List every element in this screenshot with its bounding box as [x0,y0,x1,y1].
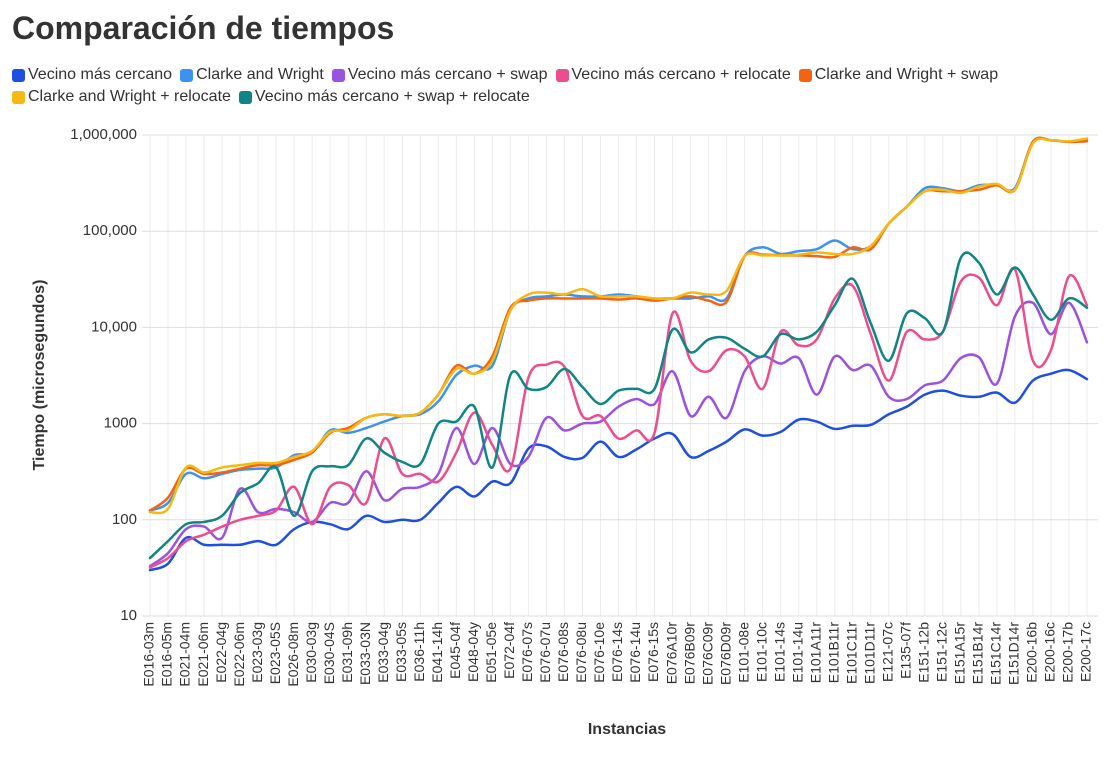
x-tick-label: E151B14r [970,622,986,685]
legend-item[interactable]: Clarke and Wright + swap [798,66,999,84]
x-tick-label: E076B09r [681,622,697,685]
x-tick-label: E076C09r [699,622,715,685]
legend-swatch [555,68,569,82]
x-tick-label: E076D09r [717,622,733,685]
x-tick-label: E076-14u [627,622,643,683]
legend-label: Vecino más cercano + swap + relocate [254,88,530,105]
legend-item[interactable]: Vecino más cercano [12,66,172,84]
x-tick-label: E121-07c [879,622,895,682]
x-tick-label: E101B11r [825,622,841,684]
x-tick-label: E023-03g [249,622,265,683]
x-tick-label: E151C14r [988,622,1004,685]
series-line [148,368,1089,572]
x-tick-label: E076-10e [591,622,607,683]
x-axis-label: Instancias [588,721,666,738]
x-tick-label: E030-03g [303,622,319,683]
legend-swatch [331,68,345,82]
x-tick-label: E101D11r [861,622,877,684]
x-tick-label: E076-07s [519,622,535,682]
x-tick-label: E076A10r [663,622,679,685]
x-tick-label: E101-14u [789,622,805,683]
x-tick-label: E036-11h [411,622,427,682]
series-line [148,137,1089,515]
x-tick-label: E200-16c [1042,622,1058,682]
y-tick-label: 100,000 [83,222,137,239]
x-tick-label: E051-05e [483,622,499,683]
series-line [148,251,1089,560]
x-tick-label: E026-08m [285,622,301,687]
legend-swatch [238,90,252,104]
x-tick-label: E200-16b [1024,622,1040,683]
legend-item[interactable]: Clarke and Wright [180,66,324,84]
chart-title: Comparación de tiempos [12,10,395,46]
legend-swatch [798,68,812,82]
legend-swatch [180,68,194,82]
x-tick-label: E200-17b [1060,622,1076,683]
x-tick-label: E101-10c [753,622,769,682]
x-tick-label: E101-14s [771,622,787,682]
x-tick-label: E076-14s [609,622,625,682]
legend-label: Vecino más cercano + relocate [571,66,791,83]
legend-swatch [12,68,25,82]
x-tick-label: E076-15s [645,622,661,682]
x-tick-label: E033-05s [393,622,409,682]
x-tick-label: E076-08s [555,622,571,682]
x-tick-label: E151-12c [934,622,950,682]
y-tick-label: 1000 [104,415,137,432]
x-tick-label: E200-17c [1078,622,1094,682]
x-tick-label: E151D14r [1006,622,1022,685]
x-tick-label: E101-08e [735,622,751,683]
legend-item[interactable]: Vecino más cercano + swap + relocate [238,88,530,106]
series-line [148,300,1089,568]
x-tick-label: E041-14h [429,622,445,683]
legend-swatch [12,90,25,104]
x-tick-label: E022-06m [231,622,247,687]
x-tick-label: E101A11r [807,622,823,684]
x-tick-label: E076-07u [537,622,553,683]
x-tick-label: E151-12b [916,622,932,683]
legend-label: Vecino más cercano + swap [347,66,548,83]
x-tick-label: E021-04m [177,622,193,687]
legend-item[interactable]: Vecino más cercano + relocate [555,66,791,84]
y-tick-label: 10 [120,607,137,624]
x-tick-label: E045-04f [447,622,463,679]
legend-item[interactable]: Clarke and Wright + relocate [12,88,231,106]
x-tick-label: E030-04S [321,622,337,684]
legend-label: Clarke and Wright [196,66,324,83]
legend-label: Vecino más cercano [28,66,173,83]
x-tick-label: E076-08u [573,622,589,683]
x-tick-label: E033-04g [375,622,391,683]
x-tick-label: E016-05m [159,622,175,687]
x-tick-label: E022-04g [213,622,229,683]
y-axis-label: Tiempo (microsegundos) [31,280,48,471]
y-tick-label: 1,000,000 [70,126,137,143]
x-tick-label: E048-04y [465,622,481,682]
legend-item[interactable]: Vecino más cercano + swap [331,66,548,84]
x-tick-label: E072-04f [501,622,517,679]
y-tick-label: 10,000 [91,318,137,335]
x-tick-label: E021-06m [195,622,211,687]
legend-label: Clarke and Wright + relocate [28,88,231,105]
y-tick-label: 100 [112,511,137,528]
series-line [148,267,1089,569]
x-tick-label: E031-09h [339,622,355,683]
x-tick-label: E101C11r [843,622,859,684]
x-tick-label: E151A15r [952,622,968,685]
legend: Vecino más cercano Clarke and Wright Vecin… [12,66,1072,106]
x-tick-label: E135-07f [898,622,914,679]
x-tick-label: E016-03m [141,622,157,687]
legend-label: Clarke and Wright + swap [814,66,999,83]
x-tick-label: E023-05S [267,622,283,684]
x-tick-label: E033-03N [357,622,373,685]
